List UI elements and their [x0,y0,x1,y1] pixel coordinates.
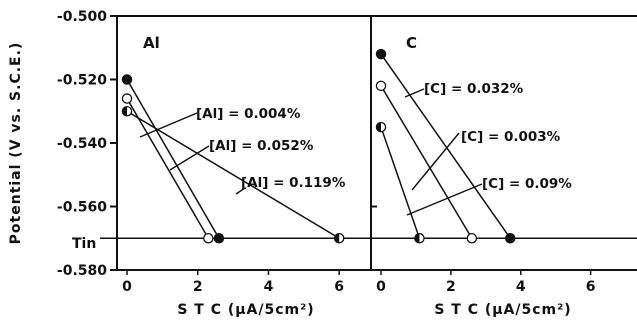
data-point [121,74,133,85]
series-label-al-0052: [Al] = 0.052% [209,138,314,154]
series-label-c-009: [C] = 0.09% [482,176,572,192]
data-point [121,93,133,104]
panel-label-al: Al [143,34,160,52]
y-tick-label: -0.540 [57,136,107,152]
y-axis-ticks: -0.500 -0.520 -0.540 -0.560 -0.580 [57,9,117,279]
x-tick-label: 6 [334,279,344,295]
data-point [203,232,214,244]
x-tick-label: 2 [193,279,203,295]
y-tick-label: -0.520 [57,73,107,89]
series-line [126,79,220,239]
x-tick-label: 0 [376,279,386,295]
leader-c-009 [406,183,483,216]
leader-c-0003 [411,132,460,191]
x-tick-label: 2 [446,279,456,295]
tin-reference-label: Tin [72,236,96,252]
x-tick-label: 4 [516,279,526,295]
series-line [380,85,473,239]
y-axis-label: Potential (V vs. S.C.E.) [8,42,24,245]
data-point [505,232,516,244]
panel-label-c: C [406,34,417,52]
leader-al-0052 [169,145,210,171]
data-point [375,121,387,133]
series-label-al-0119: [Al] = 0.119% [241,175,346,191]
y-tick-label: -0.560 [57,200,107,216]
data-point [414,233,425,244]
x-axis-label-c: S T C (μA/5cm²) [434,302,571,318]
data-point [375,48,387,60]
x-tick-label: 0 [122,279,132,295]
data-point [213,232,225,244]
data-point [121,106,133,117]
x-axis-label-al: S T C (μA/5cm²) [177,302,314,318]
y-tick-label: -0.580 [57,263,107,279]
y-tick-label: -0.500 [57,9,107,25]
leader-al-0004 [139,112,198,138]
series-label-c-0003: [C] = 0.003% [461,129,561,145]
series-line [380,53,511,239]
series-line [380,126,421,239]
leader-c-0032 [404,88,425,98]
series-line [126,98,209,239]
series-label-al-0004: [Al] = 0.004% [196,106,301,122]
data-point [375,80,387,92]
series-line [126,110,340,239]
x-tick-label: 4 [264,279,274,295]
leader-al-0119 [235,187,246,195]
x-tick-label: 6 [586,279,596,295]
panel-c: 02468 [371,48,637,295]
data-point [466,232,478,244]
data-point [333,233,345,244]
series-label-c-0032: [C] = 0.032% [424,81,524,97]
